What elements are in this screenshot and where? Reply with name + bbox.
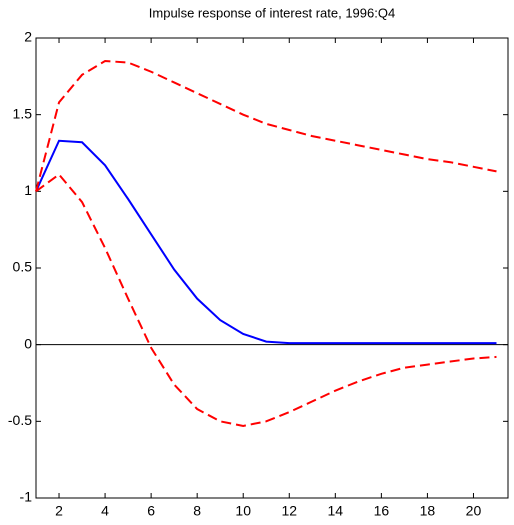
y-tick-label: -1 xyxy=(20,489,33,505)
series-line xyxy=(35,59,497,192)
x-tick-label: 4 xyxy=(101,503,109,519)
plot-area xyxy=(35,37,509,499)
x-tick-label: 6 xyxy=(147,503,155,519)
y-tick-label: 1 xyxy=(24,182,32,198)
y-tick-label: 1.5 xyxy=(13,105,33,121)
y-tick-label: 0 xyxy=(24,335,32,351)
chart-title: Impulse response of interest rate, 1996:… xyxy=(149,5,395,20)
y-tick-label: 0.5 xyxy=(13,259,33,275)
y-tick-label: -0.5 xyxy=(8,412,32,428)
x-tick-label: 10 xyxy=(235,503,251,519)
series-line xyxy=(35,173,497,427)
x-tick-label: 2 xyxy=(55,503,63,519)
x-tick-label: 20 xyxy=(466,503,482,519)
x-tick-label: 12 xyxy=(281,503,297,519)
y-tick-label: 2 xyxy=(24,29,32,45)
x-tick-label: 8 xyxy=(193,503,201,519)
x-tick-label: 14 xyxy=(328,503,344,519)
x-tick-label: 16 xyxy=(374,503,390,519)
series-line xyxy=(35,139,497,345)
x-tick-label: 18 xyxy=(420,503,436,519)
